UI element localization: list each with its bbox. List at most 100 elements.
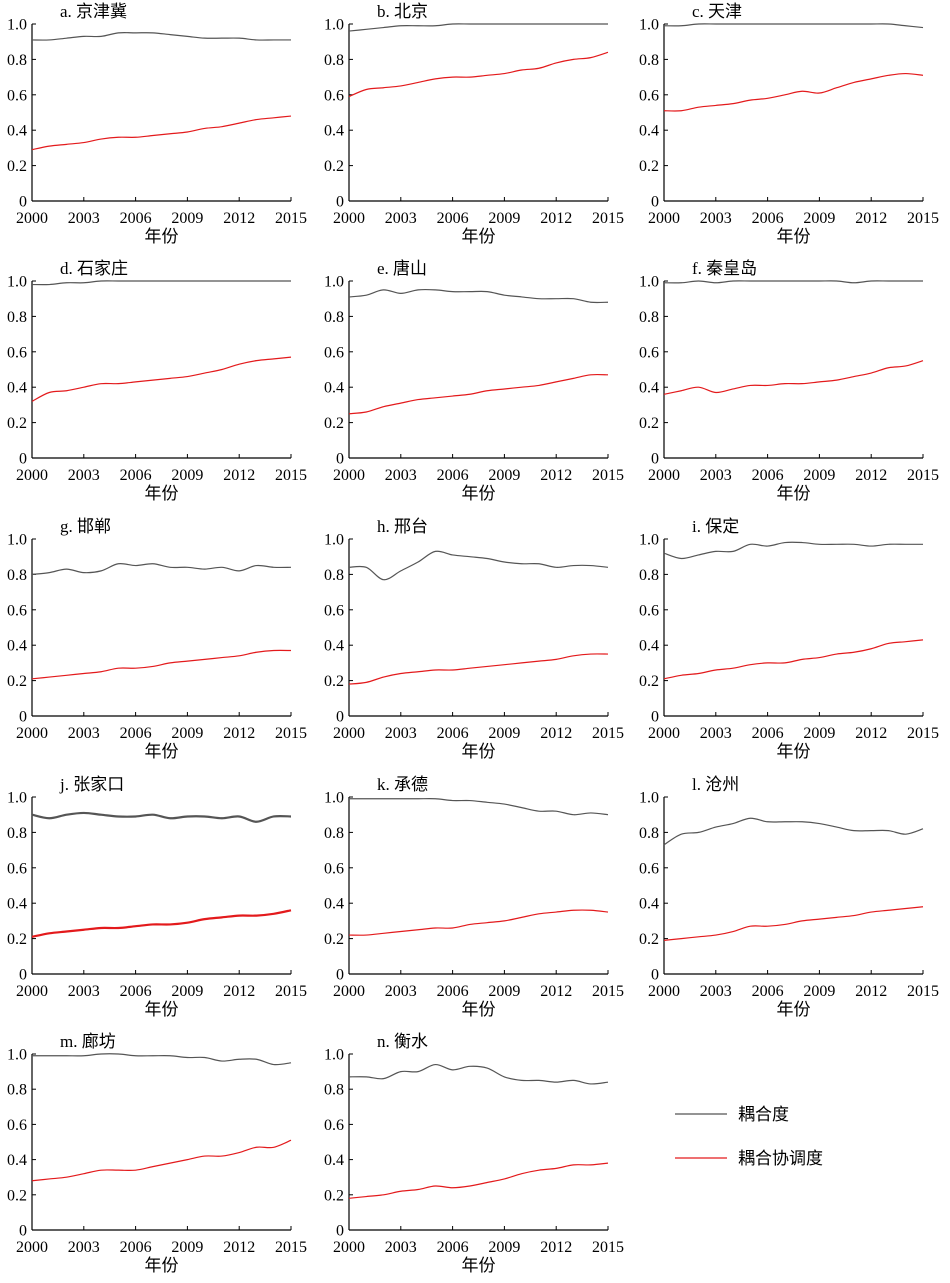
x-tick-label: 2003 [68, 467, 100, 484]
x-tick-label: 2000 [16, 467, 48, 484]
panel-12: 0 0.2 0.4 0.6 0.8 1.0 2000 2003 2006 2009 2012 2015… [639, 775, 939, 1019]
legend-label: 耦合协调度 [738, 1149, 823, 1168]
y-tick-label: 0.6 [7, 860, 27, 877]
y-tick-label: 1.0 [7, 1047, 27, 1064]
x-tick-label: 2015 [275, 210, 307, 227]
y-tick-label: 0.6 [639, 344, 659, 361]
panel-title: h. 邢台 [377, 517, 428, 536]
panel-11: 0 0.2 0.4 0.6 0.8 1.0 2000 2003 2006 2009 2012 2015… [324, 775, 624, 1019]
x-tick-label: 2006 [120, 210, 152, 227]
panel-2: 0 0.2 0.4 0.6 0.8 1.0 2000 2003 2006 2009 2012 2015… [324, 2, 624, 246]
y-tick-label: 0.6 [324, 602, 344, 619]
x-tick-label: 2012 [540, 983, 572, 1000]
y-tick-label: 0.8 [639, 309, 659, 326]
x-tick-label: 2000 [16, 210, 48, 227]
y-tick-label: 0.8 [7, 567, 27, 584]
x-tick-label: 2006 [437, 983, 469, 1000]
panel-7: 0 0.2 0.4 0.6 0.8 1.0 2000 2003 2006 2009 2012 2015… [7, 517, 307, 761]
x-tick-label: 2012 [223, 210, 255, 227]
coupling-degree-line [31, 31, 291, 41]
y-tick-label: 0.4 [324, 1152, 344, 1169]
x-tick-label: 2015 [275, 467, 307, 484]
x-tick-label: 2003 [68, 983, 100, 1000]
x-axis-label: 年份 [462, 742, 496, 761]
coordination-degree-line [348, 373, 609, 415]
y-tick-label: 0.6 [324, 344, 344, 361]
panel-14: 0 0.2 0.4 0.6 0.8 1.0 2000 2003 2006 2009 2012 2015… [324, 1032, 624, 1275]
x-tick-label: 2012 [223, 725, 255, 742]
x-tick-label: 2000 [333, 1239, 365, 1256]
y-tick-label: 0 [651, 967, 659, 984]
x-tick-label: 2012 [223, 467, 255, 484]
x-tick-label: 2006 [752, 210, 784, 227]
y-tick-label: 0.6 [639, 602, 659, 619]
x-tick-label: 2015 [275, 1239, 307, 1256]
x-axis-label: 年份 [462, 227, 496, 246]
x-tick-label: 2009 [803, 725, 835, 742]
x-tick-label: 2006 [437, 1239, 469, 1256]
y-tick-label: 0 [336, 967, 344, 984]
y-tick-label: 1.0 [7, 274, 27, 291]
x-axis-label: 年份 [777, 742, 811, 761]
x-tick-label: 2012 [540, 725, 572, 742]
coupling-degree-line [348, 23, 608, 32]
x-tick-label: 2009 [171, 210, 203, 227]
coupling-degree-line [31, 563, 292, 575]
y-tick-label: 0.8 [324, 52, 344, 69]
x-tick-label: 2009 [488, 210, 520, 227]
y-tick-label: 0.2 [639, 931, 659, 948]
y-tick-label: 0.4 [639, 123, 659, 140]
x-tick-label: 2009 [803, 983, 835, 1000]
x-tick-label: 2009 [171, 467, 203, 484]
panel-8: 0 0.2 0.4 0.6 0.8 1.0 2000 2003 2006 2009 2012 2015… [324, 517, 624, 761]
coupling-degree-line [348, 550, 609, 581]
x-tick-label: 2003 [68, 210, 100, 227]
x-tick-label: 2003 [700, 467, 732, 484]
panel-title: m. 廊坊 [60, 1032, 116, 1051]
x-tick-label: 2009 [488, 1239, 520, 1256]
x-tick-label: 2006 [120, 983, 152, 1000]
x-tick-label: 2003 [700, 983, 732, 1000]
y-tick-label: 0.6 [7, 344, 27, 361]
x-tick-label: 2015 [907, 210, 939, 227]
panel-title: k. 承德 [377, 775, 428, 794]
y-tick-label: 0.4 [324, 896, 344, 913]
x-tick-label: 2000 [333, 725, 365, 742]
panel-title: g. 邯郸 [60, 517, 111, 536]
y-tick-label: 0.8 [324, 309, 344, 326]
x-tick-label: 2009 [171, 983, 203, 1000]
coordination-degree-line [31, 356, 292, 402]
x-tick-label: 2006 [752, 467, 784, 484]
x-tick-label: 2015 [592, 983, 624, 1000]
coordination-degree-line [663, 72, 924, 112]
y-tick-label: 0.4 [7, 380, 27, 397]
coupling-degree-line [663, 817, 924, 846]
y-tick-label: 0.2 [7, 673, 27, 690]
x-tick-label: 2012 [540, 467, 572, 484]
y-tick-label: 0.4 [324, 380, 344, 397]
x-tick-label: 2009 [171, 1239, 203, 1256]
y-tick-label: 0 [19, 194, 27, 211]
coordination-degree-line [663, 639, 924, 680]
x-tick-label: 2015 [275, 725, 307, 742]
x-tick-label: 2003 [700, 725, 732, 742]
y-tick-label: 0.2 [324, 415, 344, 432]
x-tick-label: 2006 [437, 210, 469, 227]
y-tick-label: 0.2 [324, 1187, 344, 1204]
y-tick-label: 1.0 [324, 532, 344, 549]
y-tick-label: 0.4 [7, 123, 27, 140]
y-tick-label: 0.2 [639, 158, 659, 175]
x-tick-label: 2015 [592, 210, 624, 227]
y-tick-label: 0 [19, 451, 27, 468]
x-tick-label: 2012 [540, 1239, 572, 1256]
y-tick-label: 0.8 [639, 825, 659, 842]
x-tick-label: 2009 [803, 210, 835, 227]
y-tick-label: 1.0 [639, 790, 659, 807]
x-tick-label: 2009 [171, 725, 203, 742]
x-tick-label: 2009 [488, 725, 520, 742]
y-tick-label: 0.2 [639, 673, 659, 690]
y-tick-label: 0.4 [7, 638, 27, 655]
y-tick-label: 0.8 [324, 1082, 344, 1099]
y-tick-label: 1.0 [324, 790, 344, 807]
